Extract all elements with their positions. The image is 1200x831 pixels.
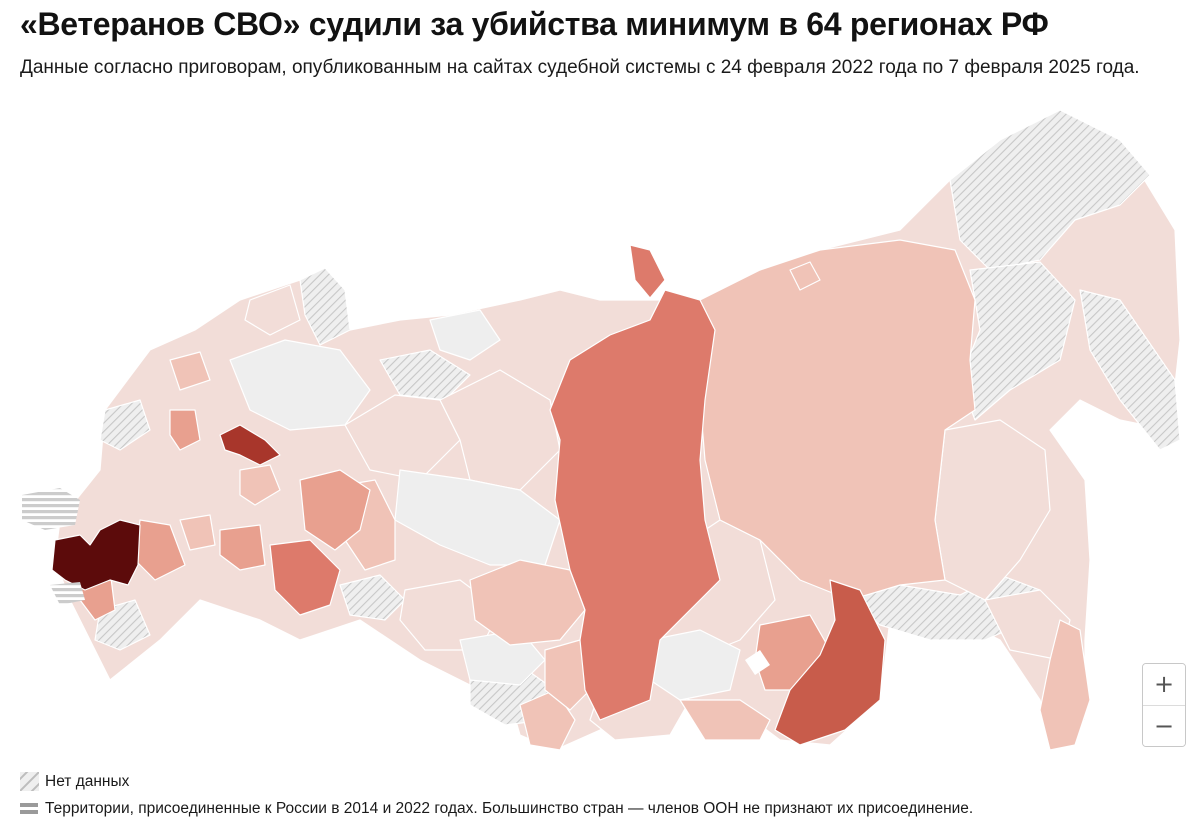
no-data-region-orenburg — [339, 574, 406, 621]
region-taymyr-islands — [789, 261, 821, 291]
region-transbaikal-west — [679, 699, 771, 741]
annexed-territory-south — [50, 582, 85, 605]
region-primorye — [1039, 619, 1091, 751]
region-yaroslavl — [219, 424, 281, 466]
region-smolensk — [179, 514, 216, 551]
hatch-swatch-icon — [20, 772, 39, 791]
map-title: «Ветеранов СВО» судили за убийства миним… — [20, 6, 1049, 42]
legend-annexed-label: Территории, присоединенные к России в 20… — [45, 800, 974, 817]
region-kara-islands — [629, 244, 666, 299]
bars-swatch-icon — [20, 802, 38, 816]
zoom-controls: + − — [1142, 663, 1186, 747]
region-arkhangelsk — [229, 339, 371, 431]
region-zaporozhye-donetsk — [51, 519, 141, 591]
map-subtitle: Данные согласно приговорам, опубликованн… — [20, 57, 1140, 78]
region-nizhny-novgorod — [269, 539, 341, 616]
no-data-region-karelia — [299, 267, 351, 346]
no-data-region-nenets — [379, 349, 471, 401]
region-bashkortostan — [299, 469, 371, 551]
region-yakutia — [699, 239, 976, 601]
region-vologda — [169, 351, 211, 391]
no-data-region-magadan — [959, 261, 1076, 421]
legend-no-data-label: Нет данных — [45, 772, 130, 790]
region-perm — [219, 524, 266, 571]
baikal-lake — [745, 650, 770, 675]
no-data-region-kamchatka — [1079, 289, 1181, 451]
no-data-region-north-west — [99, 399, 151, 451]
region-yamal-small — [429, 309, 501, 361]
legend-no-data: Нет данных — [20, 772, 129, 791]
region-zabaykalsky — [774, 579, 886, 746]
zoom-out-button[interactable]: − — [1143, 705, 1185, 746]
region-sverdlovsk-south — [239, 464, 281, 506]
no-data-region-chukotka — [949, 109, 1151, 271]
region-tver — [169, 409, 201, 451]
region-krasnoyarsk — [549, 289, 721, 721]
legend-annexed: Территории, присоединенные к России в 20… — [20, 800, 973, 818]
region-kemerovo — [469, 559, 586, 646]
region-tyumen-north — [439, 369, 561, 491]
region-murmansk-west — [244, 284, 301, 336]
russia-choropleth-map[interactable] — [0, 90, 1200, 760]
zoom-in-button[interactable]: + — [1143, 664, 1185, 705]
annexed-territory-crimea — [22, 488, 80, 530]
region-khakassia — [544, 639, 591, 711]
